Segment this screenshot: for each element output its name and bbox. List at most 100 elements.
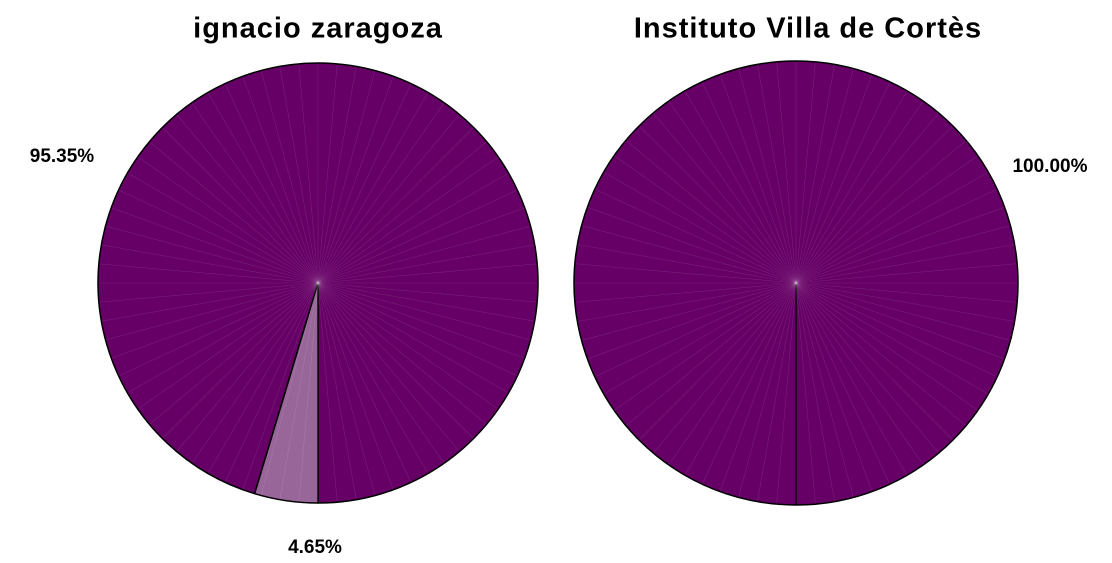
texture [795, 91, 907, 284]
texture [757, 282, 797, 501]
texture [317, 127, 474, 284]
texture [317, 141, 486, 284]
texture [176, 282, 319, 451]
texture [575, 282, 797, 303]
texture [795, 282, 1010, 341]
texture [99, 282, 319, 303]
texture [317, 282, 428, 473]
texture [795, 263, 1017, 284]
pie-slice [253, 282, 319, 504]
texture [317, 282, 460, 451]
texture [738, 69, 797, 284]
texture [795, 82, 890, 284]
texture [720, 282, 797, 491]
texture [317, 282, 474, 439]
texture [795, 282, 1014, 322]
texture [795, 65, 835, 284]
chart-title: Instituto Villa de Cortès [634, 13, 982, 45]
texture [192, 282, 319, 463]
texture [702, 282, 797, 484]
texture [702, 82, 797, 284]
texture [639, 282, 797, 440]
texture [317, 67, 357, 284]
texture [795, 225, 1010, 284]
texture [261, 71, 319, 284]
texture [150, 141, 319, 284]
texture [317, 207, 524, 284]
texture [604, 172, 797, 284]
texture [225, 84, 319, 284]
texture [795, 172, 988, 284]
texture [317, 263, 537, 284]
texture [685, 91, 797, 284]
texture [626, 140, 797, 284]
texture [317, 282, 530, 340]
texture [795, 282, 988, 394]
texture [298, 282, 319, 502]
texture [575, 263, 797, 284]
texture [795, 126, 953, 284]
texture [614, 155, 797, 284]
texture [317, 77, 394, 284]
texture [614, 282, 797, 411]
texture [685, 282, 797, 475]
texture [795, 101, 924, 284]
texture [128, 282, 319, 393]
texture [776, 62, 797, 284]
texture [317, 282, 537, 303]
texture [112, 207, 319, 284]
texture [162, 127, 319, 284]
texture [653, 113, 797, 284]
texture [242, 282, 319, 489]
texture [795, 207, 1004, 284]
texture [119, 282, 319, 376]
texture [588, 282, 797, 359]
texture [102, 244, 319, 284]
texture [588, 207, 797, 284]
texture [279, 67, 319, 284]
texture [795, 140, 966, 284]
texture [582, 225, 797, 284]
texture [795, 282, 997, 377]
texture [595, 282, 797, 377]
texture [225, 282, 319, 482]
texture [795, 113, 939, 284]
texture [795, 282, 890, 484]
texture [119, 190, 319, 284]
texture [626, 282, 797, 426]
texture [317, 64, 338, 284]
texture [317, 115, 460, 284]
texture [317, 84, 411, 284]
texture [208, 93, 319, 284]
texture [317, 244, 534, 284]
texture [639, 126, 797, 284]
texture [604, 282, 797, 394]
texture [795, 189, 997, 284]
texture [757, 65, 797, 284]
texture [795, 282, 854, 497]
texture [795, 282, 872, 491]
texture [795, 282, 816, 504]
texture [106, 226, 319, 284]
texture [242, 77, 319, 284]
texture [261, 282, 319, 495]
texture [795, 282, 1004, 359]
texture [317, 282, 444, 463]
data-label: 4.65% [288, 537, 342, 558]
texture [795, 282, 953, 440]
texture [653, 282, 797, 453]
texture [162, 282, 319, 439]
texture [317, 71, 375, 284]
texture [192, 103, 319, 284]
texture [795, 155, 978, 284]
texture [795, 282, 924, 465]
texture [795, 62, 816, 284]
texture [720, 75, 797, 284]
texture [317, 282, 534, 322]
texture [595, 189, 797, 284]
texture [138, 157, 319, 284]
texture [317, 282, 517, 376]
texture [317, 282, 524, 359]
texture [317, 282, 411, 482]
